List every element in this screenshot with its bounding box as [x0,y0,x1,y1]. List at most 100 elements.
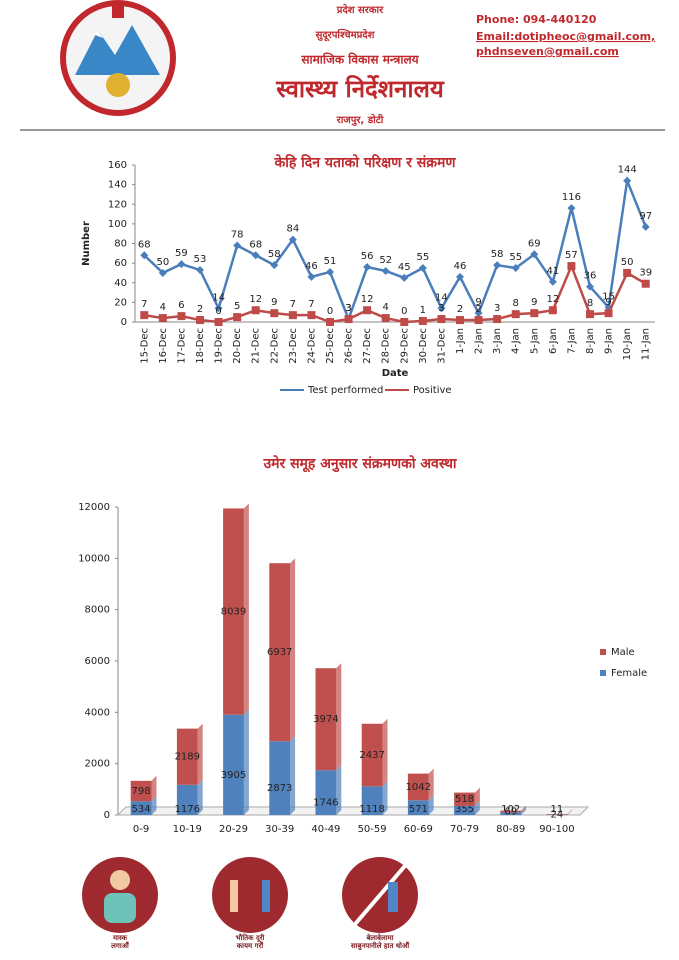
point [251,306,260,315]
bar-side [428,768,434,801]
point [604,309,613,318]
data-label: 0 [327,306,333,317]
point [474,316,483,325]
point [233,241,242,250]
x-tick-label: 21-Dec [251,328,262,364]
email[interactable]: phdnseven@gmail.com [476,45,619,58]
bar-side [382,781,388,815]
x-tick-label: 80-89 [496,824,525,835]
data-label: 7 [308,299,314,310]
email[interactable]: Email:dotipheoc@gmail.com, [476,30,655,43]
bar-side [151,775,157,802]
point [288,311,297,320]
x-tick-label: 20-29 [219,824,248,835]
data-label: 3974 [313,714,338,725]
point [381,314,390,323]
point [567,204,576,213]
data-label: 2189 [175,752,200,763]
data-label: 102 [501,804,520,815]
data-label: 51 [324,256,337,267]
x-tick-label: 31-Dec [436,328,447,364]
y-tick-label: 160 [108,160,127,171]
point [511,264,520,273]
bar-side [567,809,573,815]
bar-side [243,503,249,715]
x-tick-label: 5-Jan [529,328,540,354]
data-label: 3 [494,303,500,314]
x-tick-label: 16-Dec [158,328,169,364]
x-tick-label: 9-Jan [604,328,615,354]
x-tick-label: 22-Dec [269,328,280,364]
point [214,304,223,313]
icon-caption: लगाऔं [110,941,129,950]
point [400,318,409,326]
point [530,250,539,259]
bar-segment [176,784,198,815]
bar-segment [130,780,152,802]
bar-side [521,807,527,815]
data-label: 798 [132,786,151,797]
data-label: 57 [565,250,578,261]
point [400,273,409,282]
x-tick-label: 2-Jan [474,328,485,354]
logo [60,0,176,116]
icon-caption: साबुनपानीले हात धोऔं [350,941,410,951]
bar-segment [269,563,291,742]
x-tick-label: 10-Jan [622,328,633,360]
data-label: 84 [286,224,299,235]
x-tick-label: 24-Dec [306,328,317,364]
bar-side [474,800,480,815]
chart-title: उमेर समूह अनुसार संक्रमणको अवस्था [262,455,457,473]
data-label: 50 [156,257,169,268]
point [363,306,372,315]
data-label: 2 [197,304,203,315]
legend-label: Male [611,647,635,658]
data-label: 1176 [175,804,200,815]
point [456,272,464,281]
data-label: 6937 [267,647,292,658]
x-tick-label: 4-Jan [511,328,522,354]
x-tick-label: 7-Jan [566,328,577,354]
x-tick-label: 3-Jan [492,328,503,354]
point [307,272,316,281]
icon-caption: बेलाबेलामा [365,933,394,942]
point [437,315,446,324]
legend-label: Positive [413,385,452,396]
data-label: 1 [420,305,426,316]
data-label: 53 [194,254,207,265]
y-tick-label: 6000 [85,656,110,667]
bar-segment [315,770,337,815]
data-label: 58 [491,249,504,260]
x-tick-label: 27-Dec [362,328,373,364]
data-label: 355 [455,804,474,815]
bar-segment [407,773,429,801]
point [326,318,334,326]
point [251,251,260,260]
data-label: 2873 [267,783,292,794]
bar-segment [315,668,337,771]
x-tick-label: 30-Dec [418,328,429,364]
bar-segment [407,800,429,815]
y-tick-label: 120 [108,199,127,210]
point [623,268,632,277]
y-tick-label: 4000 [85,707,110,718]
x-tick-label: 28-Dec [381,328,392,364]
x-tick-label: 11-Jan [641,328,652,360]
bar-side [428,795,434,815]
legend-label: Test performed [307,385,383,396]
x-axis-label: Date [382,368,409,379]
point [418,264,427,273]
data-label: 5 [234,301,240,312]
bar-segment [223,714,244,815]
x-tick-label: 6-Jan [548,328,559,354]
y-tick-label: 0 [121,317,127,328]
point [493,315,502,324]
point [548,306,557,315]
point [140,251,149,260]
series-line [144,262,647,324]
data-label: 9 [271,297,277,308]
point [344,315,353,324]
x-tick-label: 19-Dec [214,328,225,364]
x-tick-label: 30-39 [265,824,294,835]
